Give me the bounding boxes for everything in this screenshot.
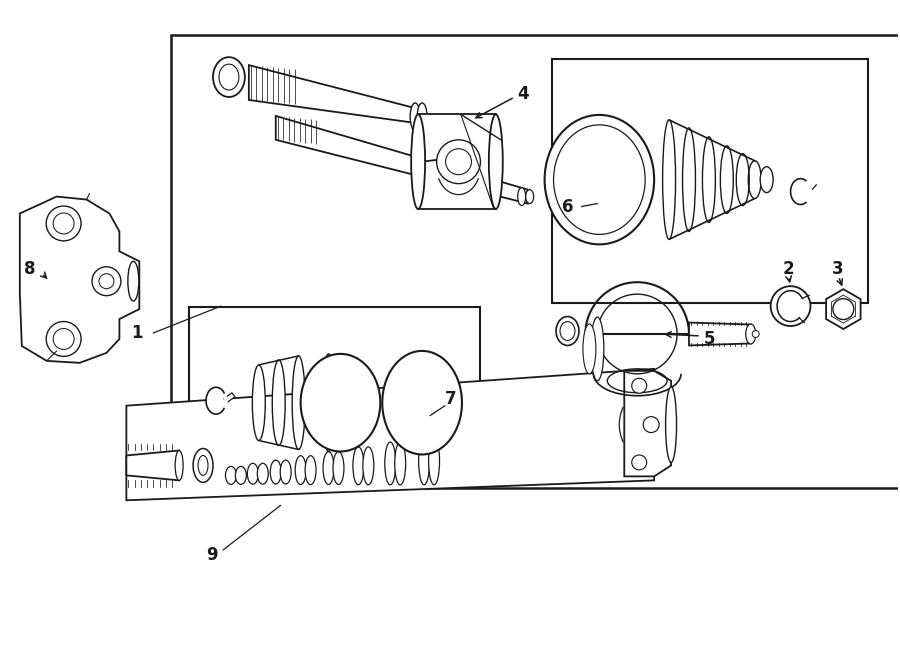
Ellipse shape — [489, 114, 503, 209]
Polygon shape — [418, 114, 496, 209]
Ellipse shape — [322, 354, 335, 451]
Text: 5: 5 — [704, 330, 716, 348]
Ellipse shape — [560, 321, 575, 340]
Ellipse shape — [518, 188, 526, 206]
Ellipse shape — [176, 451, 183, 481]
Polygon shape — [248, 65, 422, 124]
Circle shape — [53, 213, 74, 234]
Bar — [171, 35, 900, 488]
Ellipse shape — [363, 447, 374, 485]
Ellipse shape — [301, 354, 381, 451]
Ellipse shape — [410, 103, 420, 131]
Ellipse shape — [554, 125, 645, 235]
Polygon shape — [826, 289, 860, 329]
Circle shape — [46, 321, 81, 356]
Ellipse shape — [270, 460, 281, 484]
Ellipse shape — [544, 115, 654, 245]
Polygon shape — [126, 451, 179, 481]
Ellipse shape — [395, 442, 406, 485]
Circle shape — [436, 140, 481, 184]
Ellipse shape — [323, 451, 334, 485]
Ellipse shape — [411, 114, 425, 209]
Ellipse shape — [225, 467, 237, 485]
Circle shape — [46, 206, 81, 241]
Ellipse shape — [382, 351, 462, 455]
Text: 4: 4 — [518, 85, 529, 103]
Bar — [552, 59, 868, 303]
Ellipse shape — [194, 449, 213, 483]
Ellipse shape — [417, 103, 428, 131]
Circle shape — [632, 455, 647, 470]
Ellipse shape — [292, 356, 305, 449]
Ellipse shape — [526, 190, 534, 204]
Polygon shape — [126, 369, 654, 500]
Text: 6: 6 — [562, 198, 573, 215]
Ellipse shape — [333, 451, 344, 485]
Ellipse shape — [666, 387, 677, 463]
Ellipse shape — [198, 455, 208, 475]
Ellipse shape — [252, 365, 266, 440]
Ellipse shape — [248, 463, 258, 485]
Ellipse shape — [128, 261, 139, 301]
Polygon shape — [20, 196, 140, 363]
Circle shape — [53, 329, 74, 350]
Polygon shape — [275, 116, 527, 204]
Circle shape — [770, 286, 811, 326]
Ellipse shape — [273, 360, 285, 446]
Ellipse shape — [280, 460, 292, 484]
Circle shape — [644, 416, 659, 432]
Ellipse shape — [591, 317, 604, 381]
Circle shape — [832, 299, 854, 319]
Ellipse shape — [760, 167, 773, 192]
Circle shape — [99, 274, 114, 289]
Text: 9: 9 — [206, 546, 218, 564]
Ellipse shape — [236, 467, 247, 485]
Bar — [189, 307, 480, 488]
Polygon shape — [224, 393, 235, 403]
Ellipse shape — [385, 442, 396, 485]
Ellipse shape — [305, 455, 316, 485]
Text: 3: 3 — [832, 260, 843, 278]
Circle shape — [752, 330, 760, 338]
Text: 8: 8 — [23, 260, 35, 278]
Circle shape — [92, 267, 121, 295]
Ellipse shape — [556, 317, 579, 346]
Circle shape — [632, 378, 647, 393]
Ellipse shape — [206, 387, 226, 414]
Polygon shape — [689, 323, 751, 346]
Ellipse shape — [401, 356, 415, 449]
Ellipse shape — [746, 324, 756, 344]
Polygon shape — [625, 371, 671, 477]
Circle shape — [446, 149, 472, 175]
Ellipse shape — [219, 64, 238, 90]
Ellipse shape — [213, 57, 245, 97]
Ellipse shape — [790, 178, 811, 204]
Ellipse shape — [353, 447, 364, 485]
Ellipse shape — [257, 463, 268, 485]
Ellipse shape — [428, 437, 439, 485]
Ellipse shape — [583, 324, 596, 374]
Ellipse shape — [418, 437, 429, 485]
Ellipse shape — [295, 455, 306, 485]
Text: 2: 2 — [783, 260, 794, 278]
Text: 7: 7 — [445, 390, 456, 408]
Text: 1: 1 — [131, 324, 143, 342]
